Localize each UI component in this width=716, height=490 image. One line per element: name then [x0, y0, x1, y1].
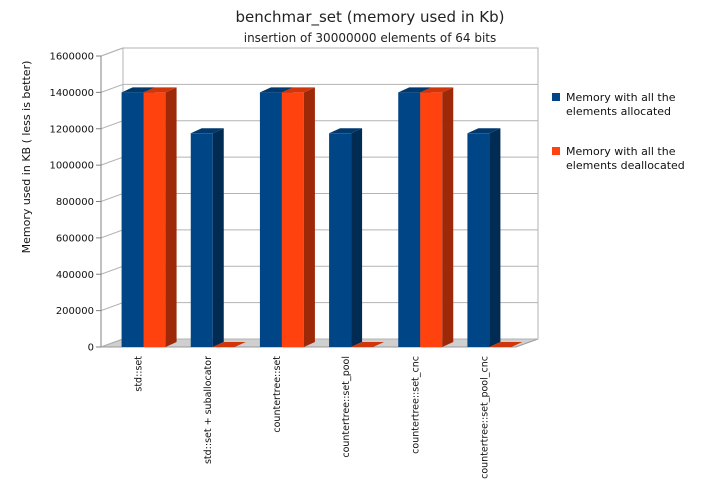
bar-front [281, 92, 304, 347]
bar [212, 342, 246, 347]
legend-label: elements allocated [566, 105, 671, 118]
x-category-label: countertree::set [272, 356, 283, 433]
bar [420, 87, 454, 347]
bar [329, 128, 363, 347]
x-category-labels: std::set std::set + suballocator countertr… [134, 356, 491, 479]
gridline-side [100, 83, 124, 93]
y-tick-labels: 0 200000 400000 600000 800000 1000000 1200000 1… [49, 52, 94, 354]
y-tick-label: 1200000 [49, 124, 94, 135]
gridline-side [100, 156, 124, 166]
bar-front [190, 133, 213, 347]
chart-title: benchmar_set (memory used in Kb) [236, 8, 505, 27]
y-tick-label: 0 [88, 343, 94, 354]
bars-layer [121, 87, 523, 347]
gridline-side [100, 120, 124, 130]
gridline-side [100, 229, 124, 239]
bar [281, 87, 315, 347]
bar-side [165, 87, 177, 347]
bar-top [190, 128, 224, 134]
y-tick-label: 1600000 [49, 52, 94, 63]
bar-top [281, 87, 315, 93]
bar-front [143, 92, 166, 347]
legend-swatch [552, 147, 560, 155]
bar-front [329, 133, 352, 347]
bar-front [420, 92, 443, 347]
bar-front [259, 92, 282, 347]
gridline-side [100, 302, 124, 312]
bar [467, 128, 501, 347]
bar-side [442, 87, 454, 347]
legend-label: Memory with all the [566, 91, 676, 104]
x-category-label: countertree::set_pool_cnc [479, 356, 490, 479]
bar-side [212, 128, 224, 347]
bar [351, 342, 385, 347]
y-axis-label: Memory used in KB ( less is better) [20, 61, 33, 254]
chart-subtitle: insertion of 30000000 elements of 64 bit… [244, 31, 497, 45]
bar-side [303, 87, 315, 347]
bar-front [467, 133, 490, 347]
gridline-side [100, 193, 124, 202]
bar-top [489, 342, 523, 347]
x-category-label: countertree::set_cnc [410, 356, 421, 454]
bar [190, 128, 224, 347]
bar-side [351, 128, 363, 347]
bar-top [143, 87, 177, 93]
gridline-side [100, 265, 124, 275]
bar [143, 87, 177, 347]
legend-label: elements deallocated [566, 159, 685, 172]
bar-top [212, 342, 246, 347]
y-tick-label: 400000 [56, 270, 94, 281]
bar-front [398, 92, 421, 347]
bar-top [420, 87, 454, 93]
gridline-side [100, 338, 124, 348]
bar-top [351, 342, 385, 347]
gridline-side [100, 47, 124, 57]
y-tick-label: 1400000 [49, 88, 94, 99]
bar-front [121, 92, 144, 347]
y-tick-label: 800000 [56, 197, 94, 208]
x-category-label: std::set + suballocator [203, 356, 214, 464]
bar [489, 342, 523, 347]
y-tick-label: 200000 [56, 306, 94, 317]
x-category-label: countertree::set_pool [341, 356, 352, 458]
legend-label: Memory with all the [566, 145, 676, 158]
x-category-label: std::set [134, 356, 145, 392]
y-tick-label: 1000000 [49, 161, 94, 172]
bar-top [329, 128, 363, 134]
bar-top [467, 128, 501, 134]
bar-side [489, 128, 501, 347]
legend-swatch [552, 93, 560, 101]
y-tick-label: 600000 [56, 233, 94, 244]
